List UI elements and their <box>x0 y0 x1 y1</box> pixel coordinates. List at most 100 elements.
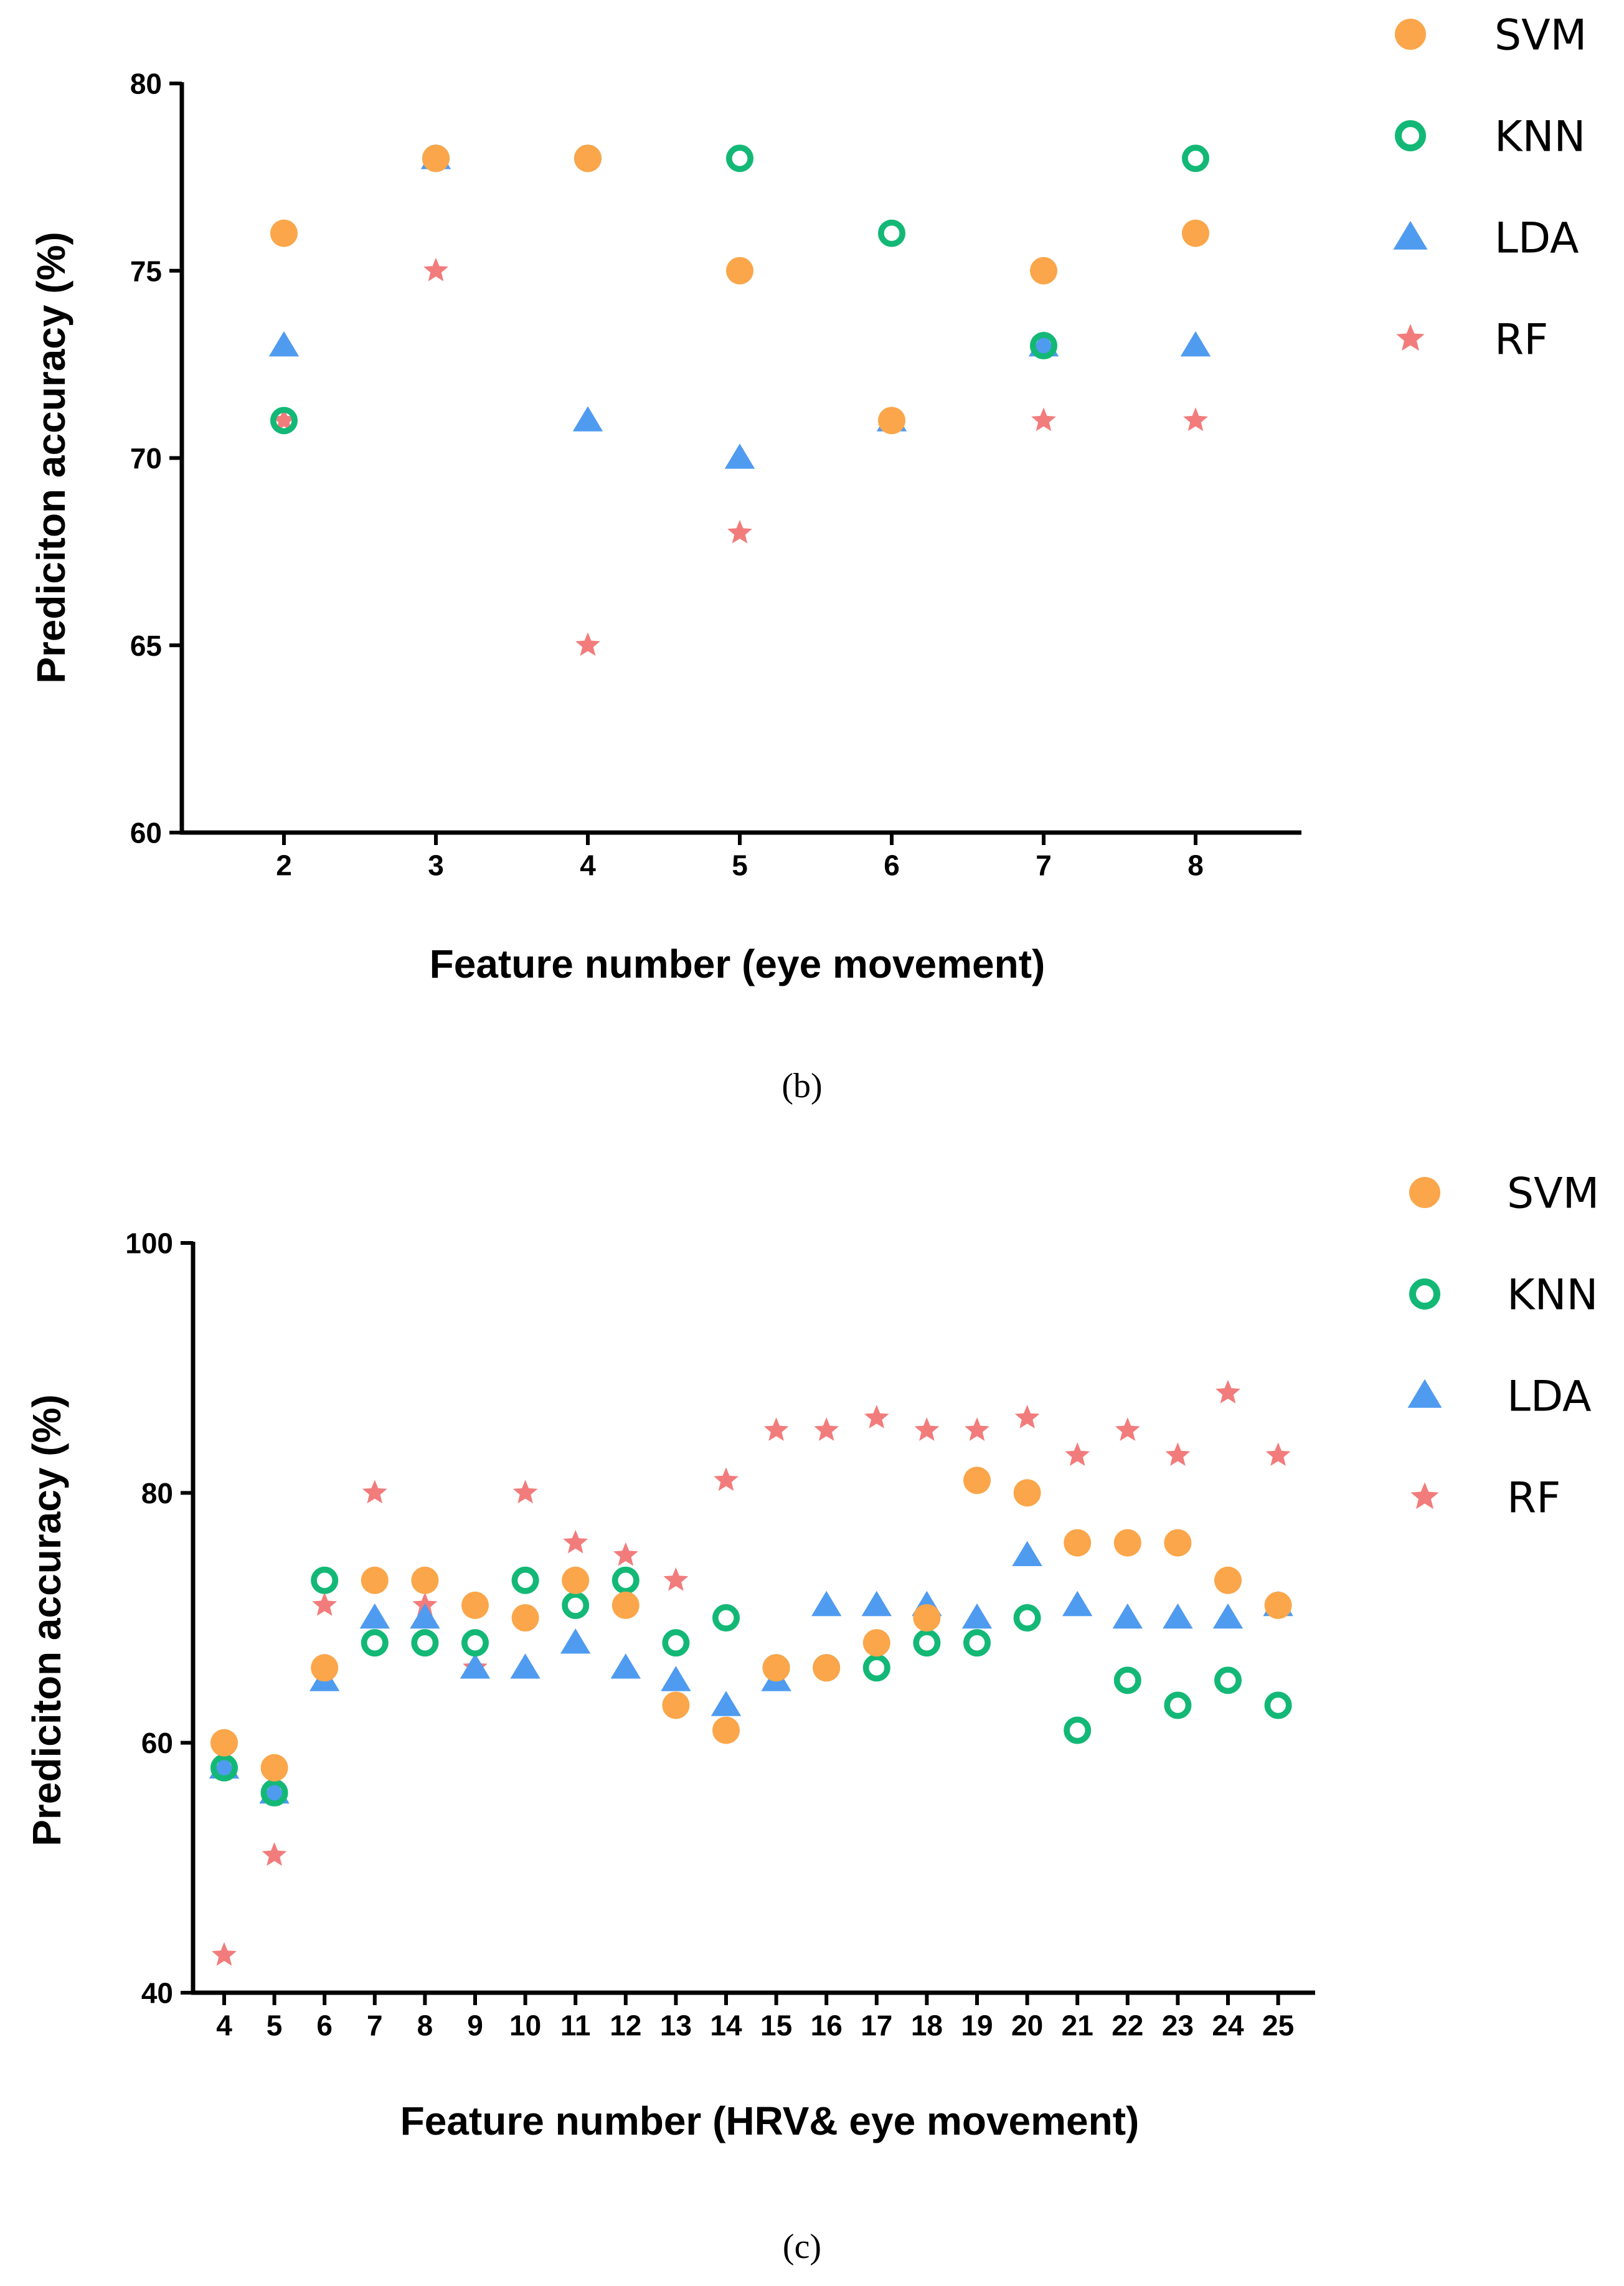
data-point-svm <box>311 1654 339 1682</box>
data-point-knn <box>1029 332 1057 360</box>
data-point-svm <box>1013 1479 1041 1507</box>
legend-marker-svm <box>1409 1177 1440 1208</box>
x-tick-label: 8 <box>1187 849 1204 881</box>
data-point-lda <box>1062 1590 1093 1617</box>
x-tick-label: 22 <box>1112 2009 1143 2041</box>
x-tick-label: 4 <box>580 849 596 881</box>
data-point-knn <box>210 1754 238 1782</box>
data-point-svm <box>511 1604 539 1632</box>
y-tick-label: 60 <box>130 817 162 849</box>
data-point-svm <box>1030 257 1057 285</box>
data-point-lda <box>460 1653 491 1679</box>
legend-marker-knn <box>1395 120 1426 151</box>
legend-marker-lda <box>1407 1379 1442 1408</box>
x-tick-label: 10 <box>509 2009 541 2041</box>
data-point-svm <box>963 1467 991 1495</box>
series-lda <box>268 144 1211 469</box>
data-point-rf <box>914 1417 940 1441</box>
data-point-rf <box>1165 1442 1191 1466</box>
data-point-lda <box>268 331 300 357</box>
legend-label-knn: KNN <box>1494 112 1585 161</box>
data-point-knn <box>311 1566 339 1594</box>
y-tick-label: 40 <box>141 1977 173 2010</box>
data-point-svm <box>712 1716 740 1744</box>
data-point-svm <box>422 144 450 172</box>
data-point-rf <box>1065 1442 1090 1466</box>
legend-label-svm: SVM <box>1494 11 1587 60</box>
data-point-rf <box>423 257 448 281</box>
data-point-rf <box>563 1529 588 1554</box>
data-point-knn <box>963 1629 991 1657</box>
data-point-svm <box>361 1566 389 1594</box>
data-point-svm <box>1214 1566 1242 1594</box>
data-point-svm <box>210 1729 238 1757</box>
data-point-rf <box>262 1842 287 1866</box>
data-point-lda <box>661 1666 691 1691</box>
data-point-rf <box>663 1567 689 1591</box>
data-point-svm <box>913 1604 941 1632</box>
x-tick-label: 5 <box>732 849 748 881</box>
data-point-rf <box>1265 1442 1291 1466</box>
data-point-knn <box>1214 1666 1242 1694</box>
data-point-rf <box>1115 1417 1140 1441</box>
data-point-svm <box>461 1591 489 1619</box>
data-point-knn <box>461 1629 489 1657</box>
y-tick-label: 80 <box>141 1477 173 1509</box>
data-point-svm <box>1164 1529 1192 1557</box>
data-point-lda <box>811 1590 842 1617</box>
data-point-rf <box>763 1417 789 1441</box>
data-point-knn <box>862 1654 890 1682</box>
data-point-svm <box>662 1691 690 1719</box>
legend-marker-knn <box>1409 1278 1440 1310</box>
data-point-rf <box>965 1417 989 1441</box>
data-point-lda <box>1012 1541 1042 1566</box>
x-axis-title: Feature number (eye movement) <box>430 942 1046 986</box>
data-point-knn <box>411 1629 439 1657</box>
data-point-knn <box>1164 1691 1192 1719</box>
data-point-lda <box>610 1653 641 1679</box>
legend-marker-rf <box>1396 324 1425 351</box>
x-tick-label: 4 <box>216 2009 232 2041</box>
chart-b: 60 65 70 75 80 2 3 4 5 6 7 8 Prediciton accuracy (%)… <box>29 11 1587 1105</box>
data-point-svm <box>562 1566 590 1594</box>
data-point-rf <box>512 1480 538 1504</box>
legend-marker-svm <box>1395 19 1426 50</box>
x-tick-label: 24 <box>1212 2009 1244 2041</box>
data-point-svm <box>878 407 905 435</box>
y-tick-label: 80 <box>130 68 162 100</box>
data-point-rf <box>362 1480 387 1504</box>
data-point-lda <box>1163 1603 1193 1629</box>
data-point-knn <box>712 1604 740 1632</box>
data-point-rf <box>271 407 296 432</box>
x-tick-label: 8 <box>417 2009 433 2041</box>
data-point-knn <box>1264 1691 1292 1719</box>
x-tick-label: 17 <box>861 2009 892 2041</box>
data-point-lda <box>961 1603 993 1629</box>
data-point-svm <box>762 1654 790 1682</box>
data-point-knn <box>1013 1604 1041 1632</box>
data-point-rf <box>613 1542 638 1566</box>
data-point-rf <box>714 1467 739 1491</box>
y-tick-label: 60 <box>141 1727 173 1759</box>
legend-label-lda: LDA <box>1507 1372 1592 1421</box>
data-point-lda <box>724 443 755 469</box>
x-tick-label: 6 <box>316 2009 333 2041</box>
legend-label-lda: LDA <box>1494 214 1579 263</box>
data-point-rf <box>727 519 752 544</box>
data-point-lda <box>1212 1603 1244 1629</box>
legend-marker-lda <box>1393 220 1428 250</box>
series-knn <box>210 1566 1292 1807</box>
series-svm <box>270 144 1209 435</box>
data-point-svm <box>726 257 753 285</box>
series-knn <box>270 144 1209 435</box>
data-point-svm <box>1064 1529 1092 1557</box>
legend-marker-rf <box>1410 1482 1439 1509</box>
data-point-knn <box>725 144 753 172</box>
legend-label-rf: RF <box>1494 315 1548 364</box>
data-point-knn <box>877 219 905 247</box>
series-rf <box>212 1379 1291 1966</box>
y-tick-label: 100 <box>125 1227 173 1260</box>
data-point-rf <box>312 1592 338 1616</box>
data-point-rf <box>1014 1405 1040 1429</box>
x-tick-label: 9 <box>467 2009 483 2041</box>
